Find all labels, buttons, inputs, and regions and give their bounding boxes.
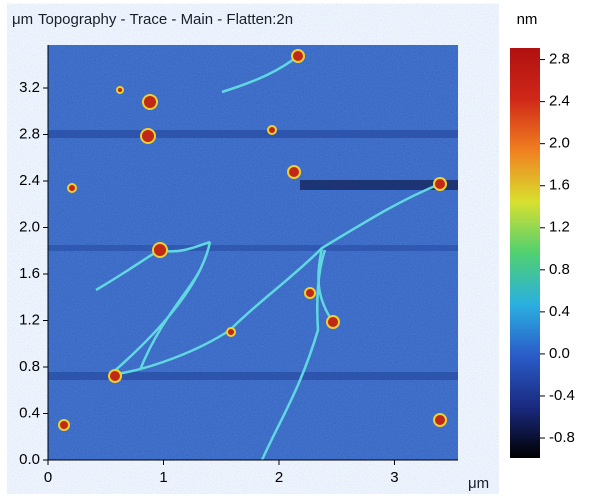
- colorbar-tick-label: 2.4: [549, 93, 570, 110]
- colorbar-tick-label: 0.4: [549, 303, 570, 320]
- y-tick-label: 2.0: [19, 218, 40, 235]
- y-tick-label: 0.4: [19, 404, 40, 421]
- scan-streak: [48, 245, 458, 251]
- colorbar-tick-label: -0.8: [549, 429, 575, 446]
- x-tick-label: 3: [390, 469, 398, 486]
- x-tick-label: 2: [275, 469, 283, 486]
- scan-streak: [48, 130, 458, 138]
- colorbar-tick-label: -0.4: [549, 387, 575, 404]
- y-tick-label: 3.2: [19, 79, 40, 96]
- colorbar-tick-label: 2.0: [549, 135, 570, 152]
- y-tick-label: 0.0: [19, 451, 40, 468]
- colorbar-tick-label: 1.2: [549, 219, 570, 236]
- title: Topography - Trace - Main - Flatten:2n: [38, 11, 293, 28]
- colorbar: [510, 48, 540, 458]
- afm-image: [48, 45, 458, 461]
- y-tick-label: 2.8: [19, 125, 40, 142]
- colorbar-tick-label: 1.6: [549, 177, 570, 194]
- y-unit: μm: [12, 11, 33, 28]
- x-unit: μm: [468, 475, 489, 492]
- scan-streak: [300, 180, 458, 190]
- particles: [58, 49, 447, 431]
- y-tick-label: 1.6: [19, 265, 40, 282]
- image-texture: [48, 45, 458, 460]
- x-tick-label: 1: [159, 469, 167, 486]
- colorbar-unit: nm: [517, 11, 538, 28]
- colorbar-tick-label: 0.8: [549, 261, 570, 278]
- y-tick-label: 0.8: [19, 358, 40, 375]
- y-tick-label: 1.2: [19, 311, 40, 328]
- scan-streak: [48, 372, 458, 380]
- y-tick-label: 2.4: [19, 172, 40, 189]
- colorbar-tick-label: 2.8: [549, 51, 570, 68]
- colorbar-tick-label: 0.0: [549, 345, 570, 362]
- x-tick-label: 0: [44, 469, 52, 486]
